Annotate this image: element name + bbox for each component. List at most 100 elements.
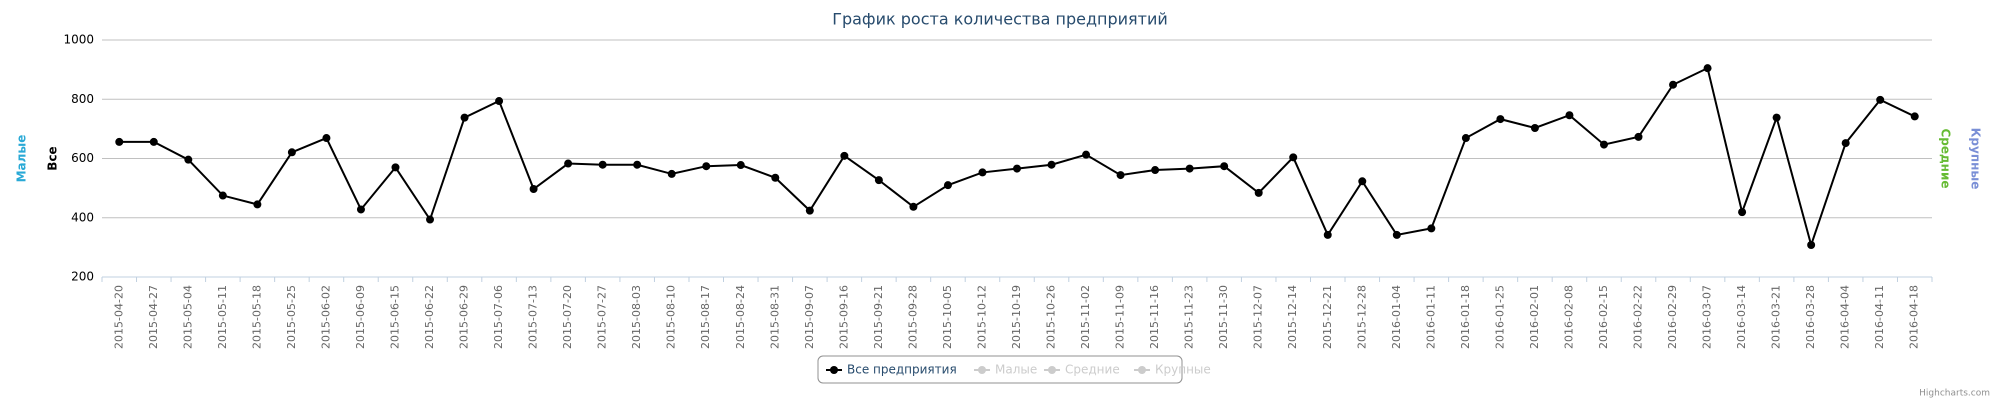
point-marker bbox=[1151, 166, 1160, 175]
point-marker bbox=[1013, 164, 1021, 173]
x-tick-label: 2015-10-19 bbox=[1010, 285, 1023, 349]
x-tick-label: 2015-11-30 bbox=[1217, 285, 1230, 349]
point-marker bbox=[1116, 171, 1125, 180]
x-tick-label: 2015-07-20 bbox=[561, 285, 574, 349]
x-tick-label: 2016-02-29 bbox=[1666, 285, 1679, 349]
legend-symbol bbox=[830, 366, 838, 374]
point-marker bbox=[1565, 111, 1574, 120]
x-tick-label: 2015-10-26 bbox=[1045, 285, 1058, 349]
y-tick-label: 600 bbox=[71, 151, 94, 165]
x-tick-label: 2015-05-18 bbox=[250, 285, 263, 349]
legend-item[interactable]: Все предприятия bbox=[847, 363, 957, 377]
x-tick-label: 2015-09-28 bbox=[906, 285, 919, 349]
point-marker bbox=[1323, 230, 1332, 239]
point-marker bbox=[1841, 139, 1850, 148]
point-marker bbox=[1496, 115, 1505, 124]
x-tick-label: 2015-05-11 bbox=[216, 285, 229, 349]
point-marker bbox=[460, 113, 469, 122]
point-marker bbox=[1669, 80, 1678, 89]
x-tick-label: 2015-08-03 bbox=[630, 285, 643, 349]
point-marker bbox=[356, 205, 365, 214]
point-marker bbox=[1392, 230, 1401, 239]
x-tick-label: 2016-03-21 bbox=[1770, 285, 1783, 349]
point-marker bbox=[1427, 224, 1436, 233]
point-marker bbox=[909, 202, 918, 211]
legend-item[interactable]: Крупные bbox=[1155, 363, 1211, 377]
x-tick-label: 2015-12-21 bbox=[1321, 285, 1334, 349]
point-marker bbox=[184, 155, 193, 164]
x-tick-label: 2016-01-25 bbox=[1493, 285, 1506, 349]
x-tick-label: 2016-04-04 bbox=[1839, 285, 1852, 349]
x-tick-label: 2015-10-05 bbox=[941, 285, 954, 349]
y-axis-title: Малые bbox=[15, 135, 29, 183]
point-marker bbox=[1703, 64, 1712, 73]
point-marker bbox=[736, 161, 745, 170]
point-marker bbox=[287, 148, 296, 157]
x-tick-label: 2016-02-01 bbox=[1528, 285, 1541, 349]
x-tick-label: 2015-09-07 bbox=[803, 285, 816, 349]
point-marker bbox=[598, 160, 607, 169]
point-marker bbox=[1185, 164, 1194, 173]
point-marker bbox=[253, 200, 262, 209]
x-tick-label: 2016-04-11 bbox=[1873, 285, 1886, 349]
point-marker bbox=[771, 173, 780, 182]
point-marker bbox=[1910, 112, 1919, 121]
y-tick-label: 800 bbox=[71, 92, 94, 106]
point-marker bbox=[1220, 162, 1229, 171]
x-tick-label: 2016-03-28 bbox=[1804, 285, 1817, 349]
x-tick-label: 2015-08-17 bbox=[699, 285, 712, 349]
legend-symbol bbox=[1138, 366, 1146, 374]
x-tick-label: 2016-02-15 bbox=[1597, 285, 1610, 349]
x-tick-label: 2015-06-02 bbox=[319, 285, 332, 349]
x-tick-label: 2015-10-12 bbox=[975, 285, 988, 349]
x-tick-label: 2016-03-07 bbox=[1701, 285, 1714, 349]
point-marker bbox=[1876, 95, 1885, 104]
point-marker bbox=[1807, 241, 1816, 250]
legend-symbol bbox=[978, 366, 986, 374]
chart-title: График роста количества предприятий bbox=[832, 10, 1168, 29]
x-tick-label: 2015-09-21 bbox=[872, 285, 885, 349]
point-marker bbox=[322, 134, 331, 143]
point-marker bbox=[149, 137, 158, 146]
x-tick-label: 2015-05-04 bbox=[181, 285, 194, 349]
x-tick-label: 2015-12-28 bbox=[1355, 285, 1368, 349]
x-tick-label: 2015-12-14 bbox=[1286, 285, 1299, 349]
legend-item[interactable]: Средние bbox=[1065, 363, 1120, 377]
point-marker bbox=[1082, 150, 1091, 159]
point-marker bbox=[115, 137, 124, 146]
y-axis-title: Крупные bbox=[1969, 128, 1983, 190]
point-marker bbox=[564, 159, 573, 168]
x-tick-label: 2015-11-09 bbox=[1114, 285, 1127, 349]
point-marker bbox=[218, 191, 227, 200]
x-tick-label: 2015-09-16 bbox=[837, 285, 850, 349]
point-marker bbox=[1738, 208, 1747, 217]
point-marker bbox=[1634, 132, 1643, 141]
series-line bbox=[119, 66, 1916, 249]
legend-symbol bbox=[1048, 366, 1056, 374]
x-tick-label: 2015-07-27 bbox=[596, 285, 609, 349]
credits[interactable]: Highcharts.com bbox=[1919, 389, 1990, 399]
x-tick-label: 2015-11-02 bbox=[1079, 285, 1092, 349]
x-tick-label: 2015-06-22 bbox=[423, 285, 436, 349]
y-tick-label: 1000 bbox=[63, 33, 94, 47]
legend-item[interactable]: Малые bbox=[995, 363, 1037, 377]
x-tick-label: 2015-04-27 bbox=[147, 285, 160, 349]
point-marker bbox=[874, 176, 883, 185]
x-tick-label: 2015-07-06 bbox=[492, 285, 505, 349]
point-marker bbox=[1772, 113, 1781, 122]
y-axis-title: Все bbox=[46, 146, 60, 170]
point-marker bbox=[1530, 123, 1539, 132]
point-marker bbox=[1599, 140, 1608, 149]
x-tick-label: 2015-11-16 bbox=[1148, 285, 1161, 349]
point-marker bbox=[426, 215, 435, 224]
point-marker bbox=[1358, 177, 1367, 186]
point-marker bbox=[529, 185, 538, 194]
x-tick-label: 2016-01-11 bbox=[1424, 285, 1437, 349]
point-marker bbox=[805, 206, 814, 215]
point-marker bbox=[840, 151, 849, 160]
point-marker bbox=[495, 97, 504, 106]
x-tick-label: 2016-01-18 bbox=[1459, 285, 1472, 349]
legend-box bbox=[817, 355, 1183, 384]
x-tick-label: 2015-08-24 bbox=[734, 285, 747, 349]
